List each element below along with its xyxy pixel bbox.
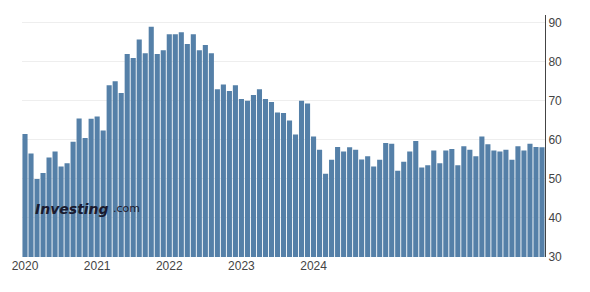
svg-text:2020: 2020 xyxy=(12,259,39,273)
svg-text:2023: 2023 xyxy=(228,259,255,273)
svg-text:.com: .com xyxy=(113,202,140,215)
svg-text:50: 50 xyxy=(548,172,562,186)
svg-text:90: 90 xyxy=(548,16,562,30)
svg-text:Investing: Investing xyxy=(35,201,109,217)
svg-text:2022: 2022 xyxy=(156,259,183,273)
svg-text:2024: 2024 xyxy=(300,259,327,273)
svg-text:60: 60 xyxy=(548,133,562,147)
svg-text:2021: 2021 xyxy=(84,259,111,273)
svg-text:40: 40 xyxy=(548,211,562,225)
svg-text:30: 30 xyxy=(548,250,562,264)
svg-text:80: 80 xyxy=(548,55,562,69)
svg-text:70: 70 xyxy=(548,94,562,108)
